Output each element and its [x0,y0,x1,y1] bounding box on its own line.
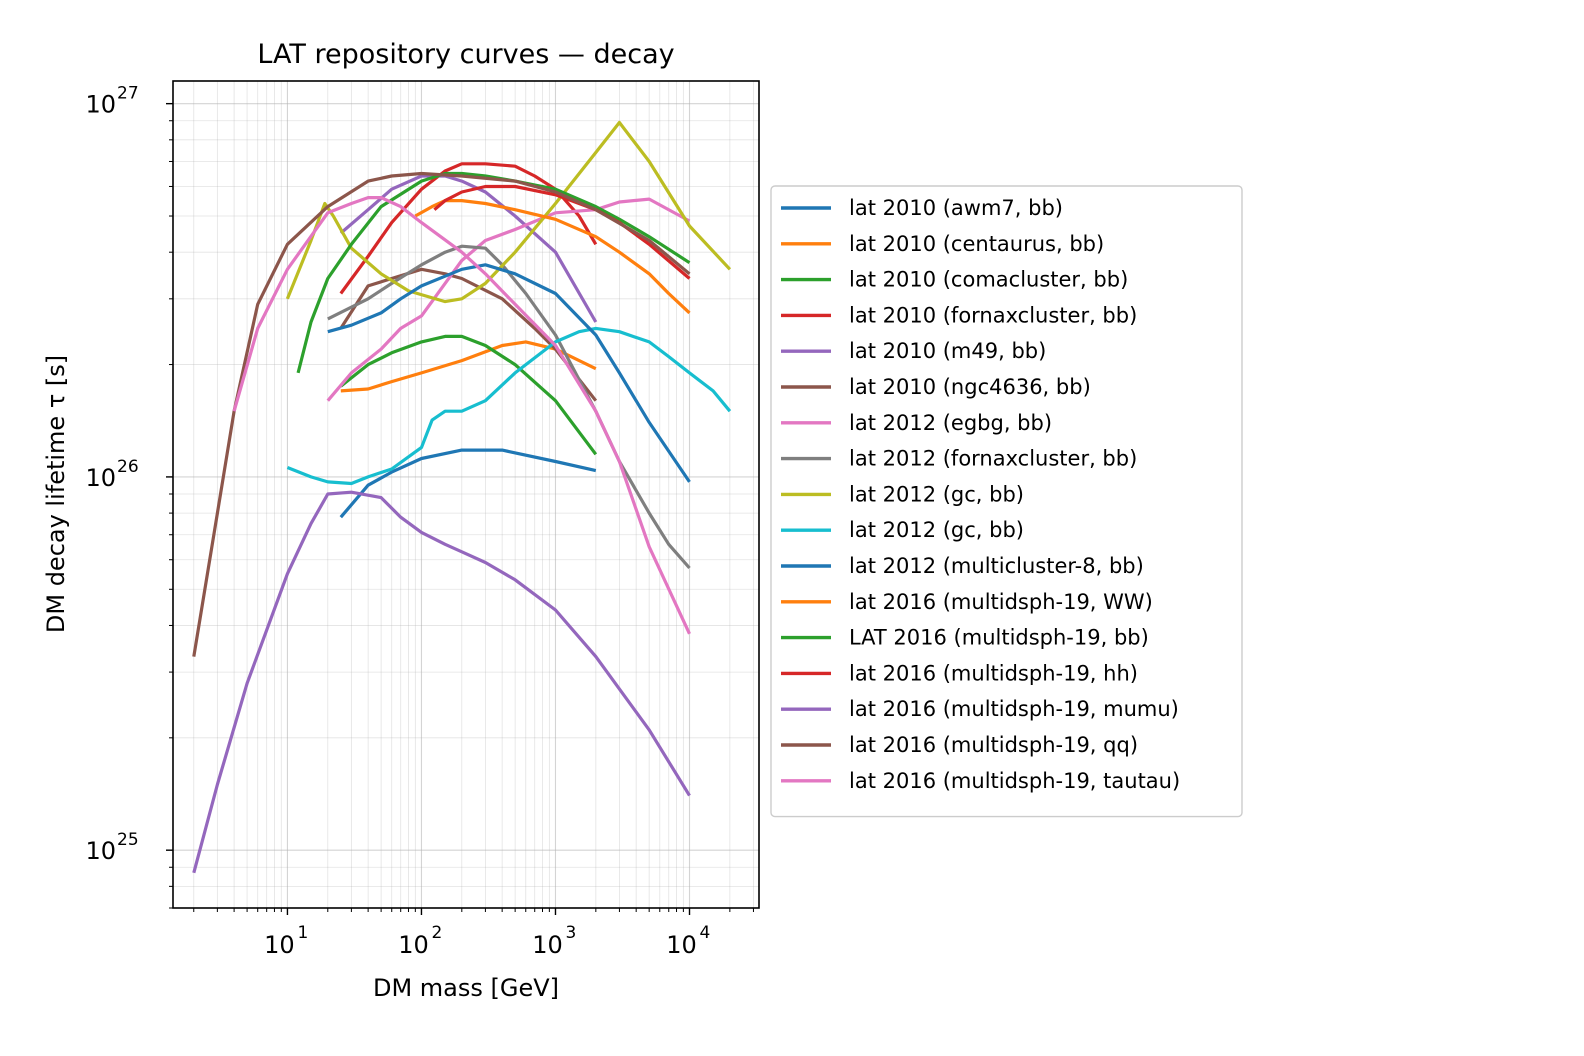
legend: lat 2010 (awm7, bb) lat 2010 (centaurus, … [770,185,1243,818]
x-tick-label: 10 [398,931,429,959]
x-axis-label: DM mass [GeV] [373,974,559,1002]
x-tick-exponent: 4 [700,923,711,943]
legend-label-9: lat 2012 (gc, bb) [849,518,1024,542]
legend-box [770,185,1243,818]
series-line-15 [192,171,691,657]
series-line-2 [339,334,598,456]
legend-label-12: LAT 2016 (multidsph-19, bb) [849,626,1149,650]
plot-area [192,120,732,874]
series-line-6 [326,197,691,402]
legend-label-3: lat 2010 (fornaxcluster, bb) [849,303,1137,327]
legend-label-1: lat 2010 (centaurus, bb) [849,232,1104,256]
series-line-14 [192,490,691,874]
x-tick-label: 10 [264,931,295,959]
legend-label-11: lat 2016 (multidsph-19, WW) [849,590,1153,614]
series-line-9 [286,326,732,486]
x-tick-label: 10 [666,931,697,959]
legend-label-2: lat 2010 (comacluster, bb) [849,268,1128,292]
plot-frame [172,80,760,909]
legend-label-5: lat 2010 (ngc4636, bb) [849,375,1091,399]
x-tick-exponent: 2 [431,923,442,943]
legend-label-6: lat 2012 (egbg, bb) [849,411,1052,435]
legend-label-13: lat 2016 (multidsph-19, hh) [849,661,1138,685]
series-line-12 [296,171,691,374]
legend-label-14: lat 2016 (multidsph-19, mumu) [849,697,1179,721]
y-tick-label: 10 [85,464,116,492]
y-tick-label: 10 [85,837,116,865]
legend-label-15: lat 2016 (multidsph-19, qq) [849,733,1138,757]
y-tick-exponent: 27 [117,84,139,104]
x-tick-label: 10 [532,931,563,959]
x-tick-exponent: 3 [565,923,576,943]
legend-label-10: lat 2012 (multicluster-8, bb) [849,554,1144,578]
chart-title: LAT repository curves — decay [257,39,674,70]
series-line-1 [340,340,597,393]
legend-label-4: lat 2010 (m49, bb) [849,339,1046,363]
y-tick-exponent: 25 [117,830,139,850]
series-line-0 [339,448,597,519]
x-tick-exponent: 1 [297,923,308,943]
legend-label-8: lat 2012 (gc, bb) [849,482,1024,506]
series-line-16 [232,196,691,635]
y-tick-exponent: 26 [117,457,139,477]
y-axis-label: DM decay lifetime τ [s] [42,355,70,633]
series-lines [192,120,732,874]
series-line-10 [327,263,691,483]
legend-label-16: lat 2016 (multidsph-19, tautau) [849,769,1180,793]
series-line-4 [339,174,598,323]
legend-label-0: lat 2010 (awm7, bb) [849,196,1063,220]
series-line-5 [339,267,598,402]
legend-label-7: lat 2012 (fornaxcluster, bb) [849,447,1137,471]
y-tick-label: 10 [85,91,116,119]
